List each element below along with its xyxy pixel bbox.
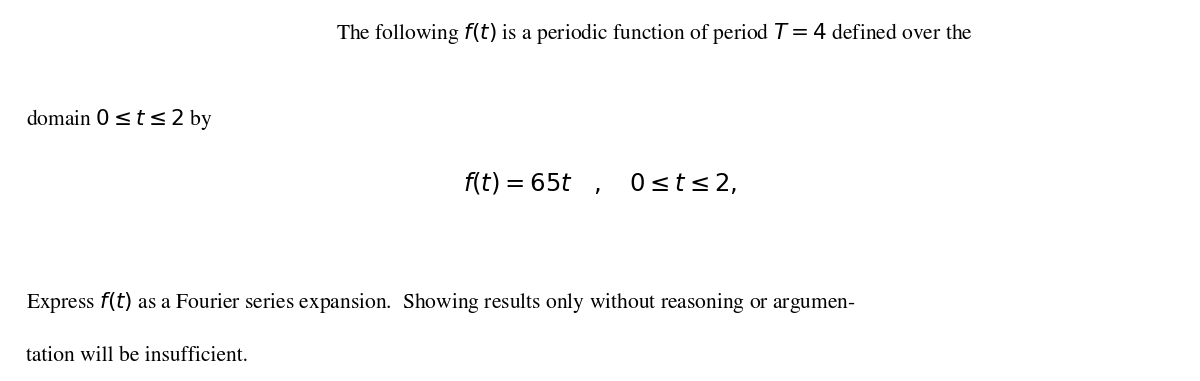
Text: The following $f(t)$ is a periodic function of period $T = 4$ defined over the: The following $f(t)$ is a periodic funct…	[336, 21, 972, 46]
Text: tation will be insufficient.: tation will be insufficient.	[26, 347, 248, 367]
Text: Express $f(t)$ as a Fourier series expansion.  Showing results only without reas: Express $f(t)$ as a Fourier series expan…	[26, 290, 856, 315]
Text: domain $0 \leq t \leq 2$ by: domain $0 \leq t \leq 2$ by	[26, 107, 214, 132]
Text: $f(t) = 65t\quad,\quad 0 \leq t \leq 2,$: $f(t) = 65t\quad,\quad 0 \leq t \leq 2,$	[463, 170, 737, 196]
